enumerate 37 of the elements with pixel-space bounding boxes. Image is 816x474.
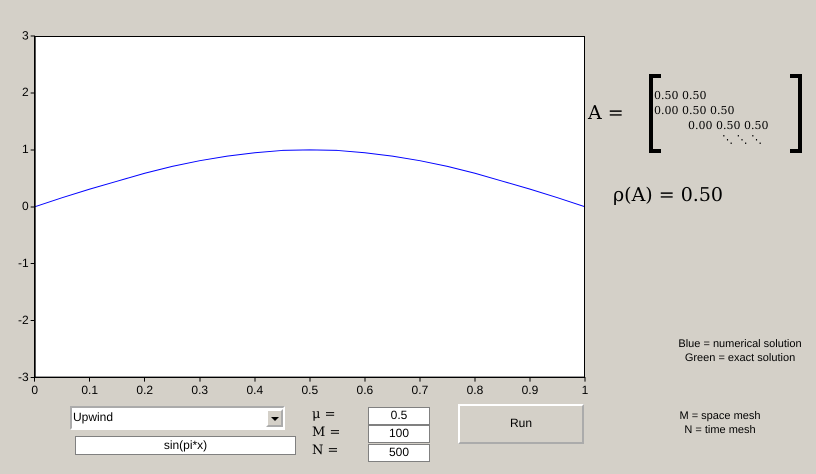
x-tick-label: 0.3 bbox=[191, 383, 208, 398]
x-tick-label: 0.4 bbox=[246, 383, 264, 398]
text: 100 bbox=[368, 426, 430, 440]
text: Blue = numerical solution bbox=[677, 338, 803, 350]
text: ρ(A) = 0.50 bbox=[613, 184, 724, 206]
x-tick-label: 0 bbox=[31, 383, 38, 398]
text: ⋱ ⋱ ⋱ bbox=[722, 133, 762, 146]
text: 0.00 0.50 0.50 bbox=[688, 119, 768, 132]
y-tick-label: 0 bbox=[22, 199, 29, 214]
x-tick-label: 0.8 bbox=[466, 383, 484, 398]
text: 0.00 0.50 0.50 bbox=[654, 104, 734, 117]
x-tick-label: 1 bbox=[582, 383, 589, 398]
x-tick-label: 0.2 bbox=[136, 383, 154, 398]
x-tick-label: 0.1 bbox=[81, 383, 98, 398]
x-tick-label: 0.9 bbox=[522, 383, 539, 398]
y-tick-label: -1 bbox=[18, 256, 29, 270]
y-tick-label: -3 bbox=[18, 370, 29, 384]
text: Run bbox=[508, 416, 533, 430]
text: Upwind bbox=[73, 410, 114, 424]
text: M = bbox=[312, 425, 340, 440]
x-tick-label: 0.5 bbox=[301, 383, 318, 398]
y-tick-label: 2 bbox=[22, 85, 29, 100]
text: A = bbox=[588, 102, 624, 124]
y-tick-label: -2 bbox=[18, 312, 29, 327]
y-tick-label: 1 bbox=[22, 142, 29, 156]
text: μ = bbox=[312, 407, 336, 422]
text: M = space mesh bbox=[678, 410, 762, 422]
text: N = time mesh bbox=[683, 424, 757, 436]
text: 500 bbox=[368, 445, 430, 459]
x-tick-label: 0.7 bbox=[412, 383, 429, 398]
text: sin(pi*x) bbox=[75, 438, 296, 452]
text: 0.50 0.50 bbox=[654, 89, 706, 102]
text: 0.5 bbox=[368, 408, 430, 422]
text: Green = exact solution bbox=[684, 352, 796, 364]
y-tick-label: 3 bbox=[22, 28, 29, 42]
text: N = bbox=[312, 443, 338, 458]
x-tick-label: 0.6 bbox=[356, 383, 374, 398]
